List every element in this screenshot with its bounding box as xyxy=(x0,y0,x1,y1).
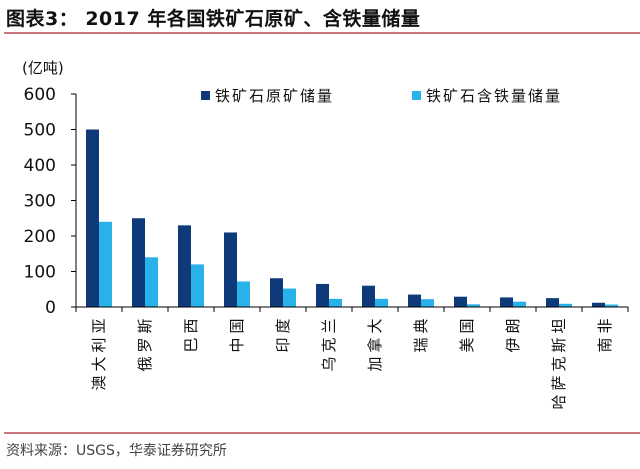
x-tick-label-char: 利 xyxy=(90,337,108,352)
x-tick-label: 印度 xyxy=(274,318,292,352)
bar-iron-content xyxy=(99,221,112,307)
bar-iron-content xyxy=(605,304,618,307)
bar-raw-ore xyxy=(132,218,145,307)
bar-iron-content xyxy=(283,288,296,307)
x-tick-label-char: 拿 xyxy=(366,337,384,352)
legend-swatch xyxy=(412,91,421,100)
x-tick-label-char: 瑞 xyxy=(412,337,430,352)
bar-iron-content xyxy=(145,257,158,307)
bar-iron-content xyxy=(467,304,480,307)
x-tick-label: 南非 xyxy=(596,318,614,352)
source-note: 资料来源：USGS，华泰证券研究所 xyxy=(6,443,227,459)
bar-iron-content xyxy=(375,298,388,307)
x-tick-label-char: 国 xyxy=(458,318,476,333)
x-tick-label-char: 加 xyxy=(366,356,384,371)
x-tick-label-char: 大 xyxy=(366,318,384,333)
bar-raw-ore xyxy=(408,294,421,307)
x-tick-label-char: 坦 xyxy=(550,318,568,333)
x-tick-label-char: 西 xyxy=(182,318,200,333)
x-tick-label: 巴西 xyxy=(182,318,200,352)
x-tick-label-char: 非 xyxy=(596,318,614,333)
bar-raw-ore xyxy=(178,225,191,307)
x-tick-label-char: 罗 xyxy=(136,337,154,352)
x-tick-label-char: 度 xyxy=(274,318,292,333)
x-tick-label-char: 大 xyxy=(90,356,108,371)
x-tick-label: 瑞典 xyxy=(412,318,430,352)
y-tick-label: 100 xyxy=(24,263,56,283)
x-tick-label-char: 中 xyxy=(228,337,246,352)
y-axis: 0 100 200 300 400 500 600 xyxy=(24,85,77,318)
x-tick-label-char: 乌 xyxy=(320,356,338,371)
x-tick-label-char: 俄 xyxy=(136,356,154,371)
x-tick-label-char: 斯 xyxy=(136,318,154,333)
legend-swatch xyxy=(201,91,210,100)
bar-raw-ore xyxy=(546,298,559,307)
x-tick-label-char: 兰 xyxy=(320,318,338,333)
y-tick-label: 200 xyxy=(24,227,56,247)
bar-raw-ore xyxy=(86,129,99,307)
bar-raw-ore xyxy=(362,285,375,307)
x-tick-label-char: 澳 xyxy=(90,375,108,390)
bar-raw-ore xyxy=(500,297,513,307)
x-tick-label-char: 克 xyxy=(320,337,338,352)
bar-raw-ore xyxy=(592,302,605,307)
x-tick-label-char: 伊 xyxy=(504,337,522,352)
x-tick-label: 美国 xyxy=(458,318,476,352)
bar-raw-ore xyxy=(270,278,283,307)
legend-label: 铁矿石原矿储量 xyxy=(215,87,334,105)
x-tick-label-char: 美 xyxy=(458,337,476,352)
x-tick-label: 俄罗斯 xyxy=(136,318,154,371)
x-tick-label-char: 哈 xyxy=(550,394,568,409)
y-tick-label: 300 xyxy=(24,192,56,212)
x-tick-label-char: 国 xyxy=(228,318,246,333)
page-title: 图表3： 2017 年各国铁矿石原矿、含铁量储量 xyxy=(6,8,421,30)
x-tick-label-char: 典 xyxy=(412,318,430,333)
bar-raw-ore xyxy=(316,283,329,307)
bars xyxy=(86,129,618,307)
bar-iron-content xyxy=(421,299,434,307)
x-tick-label: 伊朗 xyxy=(504,318,522,352)
x-tick-label-char: 巴 xyxy=(182,337,200,352)
y-tick-label: 600 xyxy=(24,85,56,105)
y-axis-unit-label: (亿吨) xyxy=(22,59,64,77)
bar-iron-content xyxy=(237,281,250,307)
x-tick-label-char: 南 xyxy=(596,337,614,352)
legend-label: 铁矿石含铁量储量 xyxy=(426,87,562,105)
bar-iron-content xyxy=(191,264,204,307)
y-tick-label: 400 xyxy=(24,156,56,176)
x-tick-label-char: 朗 xyxy=(504,318,522,333)
x-tick-label-char: 斯 xyxy=(550,337,568,352)
x-tick-label-char: 印 xyxy=(274,337,292,352)
x-tick-label-char: 萨 xyxy=(550,375,568,390)
y-tick-label: 0 xyxy=(45,298,56,318)
footer-divider xyxy=(4,432,640,434)
x-tick-label: 中国 xyxy=(228,318,246,352)
bar-iron-content xyxy=(559,303,572,307)
x-tick-label-char: 克 xyxy=(550,356,568,371)
title-divider xyxy=(4,32,640,34)
bar-iron-content xyxy=(513,301,526,307)
bar-raw-ore xyxy=(454,296,467,307)
x-tick-label: 加拿大 xyxy=(366,318,384,371)
y-tick-label: 500 xyxy=(24,121,56,141)
legend: 铁矿石原矿储量 铁矿石含铁量储量 xyxy=(201,87,562,105)
x-tick-label: 乌克兰 xyxy=(320,318,338,371)
bar-raw-ore xyxy=(224,232,237,307)
bar-iron-content xyxy=(329,298,342,307)
x-tick-label-char: 亚 xyxy=(90,318,108,333)
